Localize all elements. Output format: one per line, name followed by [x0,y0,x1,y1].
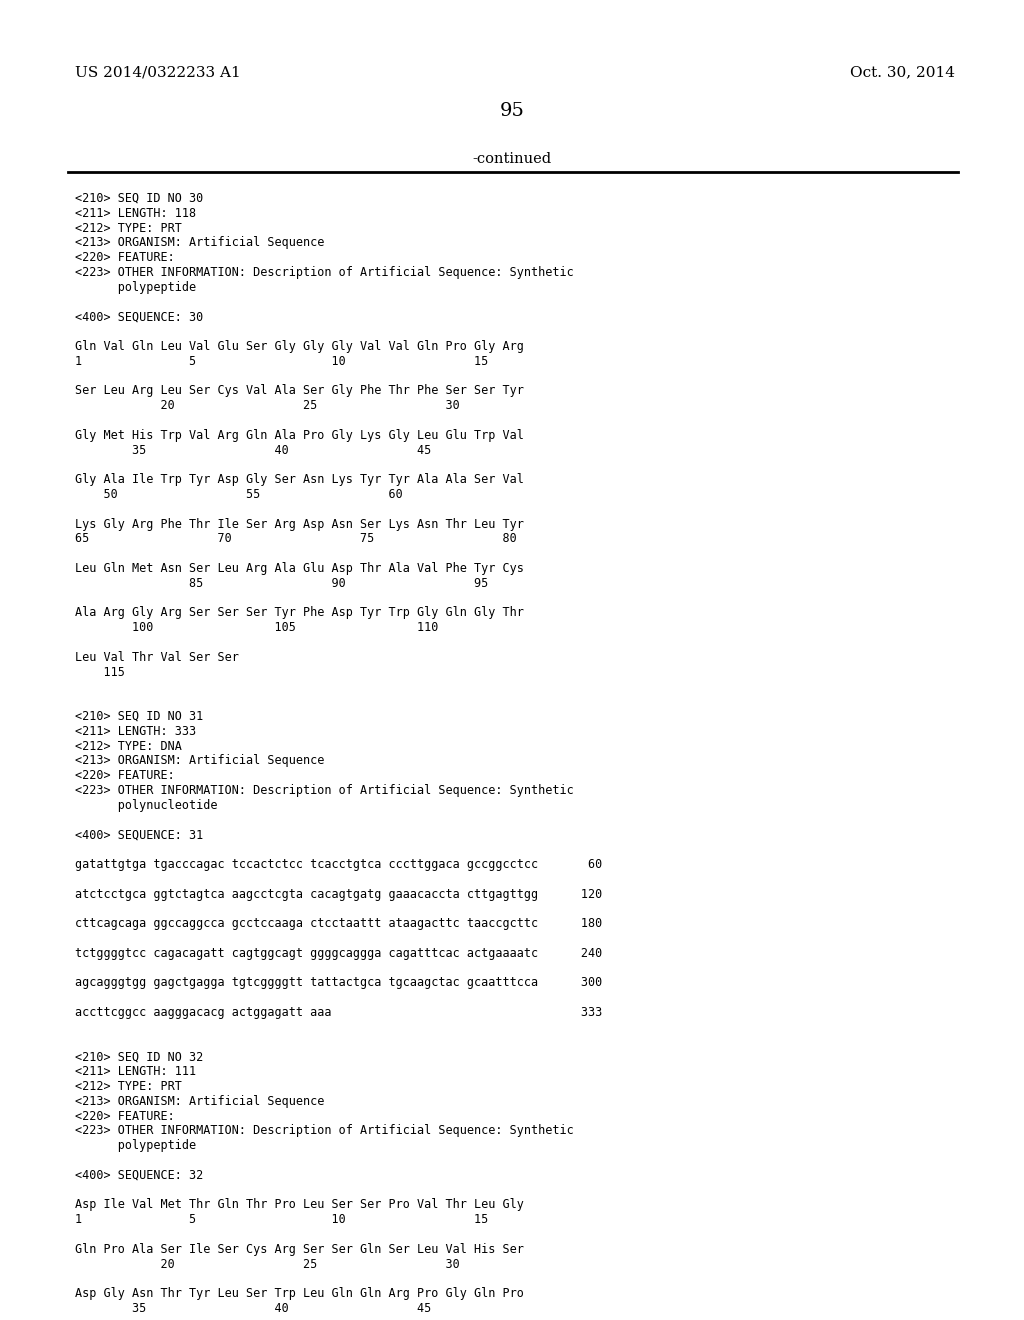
Text: <210> SEQ ID NO 31: <210> SEQ ID NO 31 [75,710,203,723]
Text: 65                  70                  75                  80: 65 70 75 80 [75,532,517,545]
Text: cttcagcaga ggccaggcca gcctccaaga ctcctaattt ataagacttc taaccgcttc      180: cttcagcaga ggccaggcca gcctccaaga ctcctaa… [75,917,602,931]
Text: 20                  25                  30: 20 25 30 [75,1258,460,1271]
Text: Gln Pro Ala Ser Ile Ser Cys Arg Ser Ser Gln Ser Leu Val His Ser: Gln Pro Ala Ser Ile Ser Cys Arg Ser Ser … [75,1243,524,1255]
Text: <223> OTHER INFORMATION: Description of Artificial Sequence: Synthetic: <223> OTHER INFORMATION: Description of … [75,784,573,797]
Text: Asp Gly Asn Thr Tyr Leu Ser Trp Leu Gln Gln Arg Pro Gly Gln Pro: Asp Gly Asn Thr Tyr Leu Ser Trp Leu Gln … [75,1287,524,1300]
Text: US 2014/0322233 A1: US 2014/0322233 A1 [75,65,241,79]
Text: Ser Leu Arg Leu Ser Cys Val Ala Ser Gly Phe Thr Phe Ser Ser Tyr: Ser Leu Arg Leu Ser Cys Val Ala Ser Gly … [75,384,524,397]
Text: 20                  25                  30: 20 25 30 [75,399,460,412]
Text: <213> ORGANISM: Artificial Sequence: <213> ORGANISM: Artificial Sequence [75,236,325,249]
Text: <400> SEQUENCE: 31: <400> SEQUENCE: 31 [75,829,203,841]
Text: Lys Gly Arg Phe Thr Ile Ser Arg Asp Asn Ser Lys Asn Thr Leu Tyr: Lys Gly Arg Phe Thr Ile Ser Arg Asp Asn … [75,517,524,531]
Text: <213> ORGANISM: Artificial Sequence: <213> ORGANISM: Artificial Sequence [75,1094,325,1107]
Text: accttcggcc aagggacacg actggagatt aaa                                   333: accttcggcc aagggacacg actggagatt aaa 333 [75,1006,602,1019]
Text: <223> OTHER INFORMATION: Description of Artificial Sequence: Synthetic: <223> OTHER INFORMATION: Description of … [75,267,573,279]
Text: <211> LENGTH: 111: <211> LENGTH: 111 [75,1065,197,1078]
Text: 1               5                   10                  15: 1 5 10 15 [75,1213,488,1226]
Text: polypeptide: polypeptide [75,281,197,294]
Text: <213> ORGANISM: Artificial Sequence: <213> ORGANISM: Artificial Sequence [75,755,325,767]
Text: polypeptide: polypeptide [75,1139,197,1152]
Text: gatattgtga tgacccagac tccactctcc tcacctgtca cccttggaca gccggcctcc       60: gatattgtga tgacccagac tccactctcc tcacctg… [75,858,602,871]
Text: Gly Met His Trp Val Arg Gln Ala Pro Gly Lys Gly Leu Glu Trp Val: Gly Met His Trp Val Arg Gln Ala Pro Gly … [75,429,524,442]
Text: Ala Arg Gly Arg Ser Ser Ser Tyr Phe Asp Tyr Trp Gly Gln Gly Thr: Ala Arg Gly Arg Ser Ser Ser Tyr Phe Asp … [75,606,524,619]
Text: <212> TYPE: PRT: <212> TYPE: PRT [75,1080,182,1093]
Text: 50                  55                  60: 50 55 60 [75,488,402,502]
Text: <211> LENGTH: 333: <211> LENGTH: 333 [75,725,197,738]
Text: 1               5                   10                  15: 1 5 10 15 [75,355,488,368]
Text: <212> TYPE: PRT: <212> TYPE: PRT [75,222,182,235]
Text: <220> FEATURE:: <220> FEATURE: [75,1110,175,1122]
Text: 100                 105                 110: 100 105 110 [75,622,438,634]
Text: tctggggtcc cagacagatt cagtggcagt ggggcaggga cagatttcac actgaaaatc      240: tctggggtcc cagacagatt cagtggcagt ggggcag… [75,946,602,960]
Text: agcagggtgg gagctgagga tgtcggggtt tattactgca tgcaagctac gcaatttcca      300: agcagggtgg gagctgagga tgtcggggtt tattact… [75,977,602,990]
Text: 35                  40                  45: 35 40 45 [75,444,431,457]
Text: <210> SEQ ID NO 32: <210> SEQ ID NO 32 [75,1051,203,1064]
Text: Oct. 30, 2014: Oct. 30, 2014 [850,65,955,79]
Text: polynucleotide: polynucleotide [75,799,217,812]
Text: 95: 95 [500,102,524,120]
Text: <223> OTHER INFORMATION: Description of Artificial Sequence: Synthetic: <223> OTHER INFORMATION: Description of … [75,1125,573,1138]
Text: <212> TYPE: DNA: <212> TYPE: DNA [75,739,182,752]
Text: 85                  90                  95: 85 90 95 [75,577,488,590]
Text: atctcctgca ggtctagtca aagcctcgta cacagtgatg gaaacaccta cttgagttgg      120: atctcctgca ggtctagtca aagcctcgta cacagtg… [75,887,602,900]
Text: <210> SEQ ID NO 30: <210> SEQ ID NO 30 [75,191,203,205]
Text: Leu Val Thr Val Ser Ser: Leu Val Thr Val Ser Ser [75,651,239,664]
Text: <211> LENGTH: 118: <211> LENGTH: 118 [75,207,197,220]
Text: 35                  40                  45: 35 40 45 [75,1302,431,1315]
Text: -continued: -continued [472,152,552,166]
Text: Leu Gln Met Asn Ser Leu Arg Ala Glu Asp Thr Ala Val Phe Tyr Cys: Leu Gln Met Asn Ser Leu Arg Ala Glu Asp … [75,562,524,576]
Text: <220> FEATURE:: <220> FEATURE: [75,770,175,783]
Text: 115: 115 [75,665,125,678]
Text: <400> SEQUENCE: 30: <400> SEQUENCE: 30 [75,310,203,323]
Text: <400> SEQUENCE: 32: <400> SEQUENCE: 32 [75,1168,203,1181]
Text: Asp Ile Val Met Thr Gln Thr Pro Leu Ser Ser Pro Val Thr Leu Gly: Asp Ile Val Met Thr Gln Thr Pro Leu Ser … [75,1199,524,1212]
Text: <220> FEATURE:: <220> FEATURE: [75,251,175,264]
Text: Gly Ala Ile Trp Tyr Asp Gly Ser Asn Lys Tyr Tyr Ala Ala Ser Val: Gly Ala Ile Trp Tyr Asp Gly Ser Asn Lys … [75,473,524,486]
Text: Gln Val Gln Leu Val Glu Ser Gly Gly Gly Val Val Gln Pro Gly Arg: Gln Val Gln Leu Val Glu Ser Gly Gly Gly … [75,341,524,352]
